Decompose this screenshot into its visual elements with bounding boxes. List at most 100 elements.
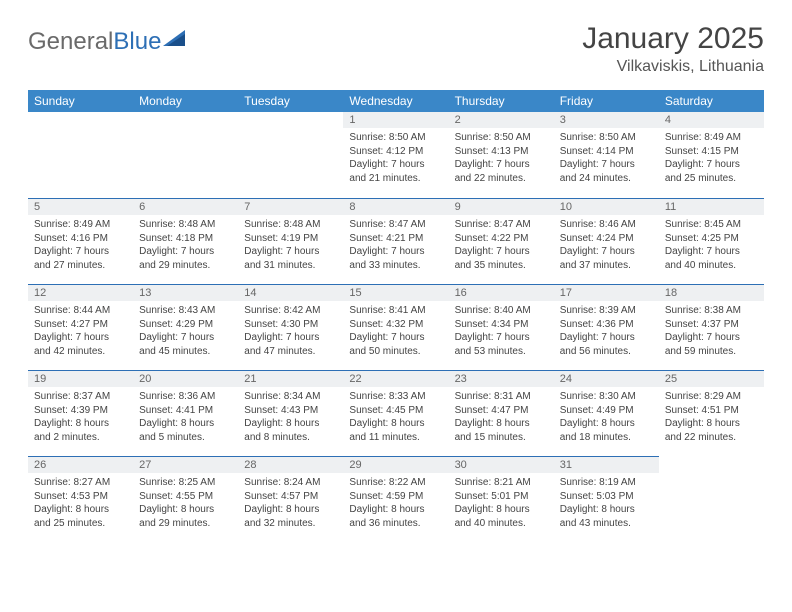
day-sunrise: Sunrise: 8:50 AM — [455, 131, 548, 145]
day-number: 27 — [133, 456, 238, 473]
day-sunrise: Sunrise: 8:25 AM — [139, 476, 232, 490]
brand-triangle-icon — [163, 28, 189, 53]
day-details: Sunrise: 8:43 AMSunset: 4:29 PMDaylight:… — [133, 301, 238, 360]
day-header: Tuesday — [238, 90, 343, 112]
day-number: 25 — [659, 370, 764, 387]
day-sunset: Sunset: 4:53 PM — [34, 490, 127, 504]
day-sunset: Sunset: 4:43 PM — [244, 404, 337, 418]
calendar-cell: 12Sunrise: 8:44 AMSunset: 4:27 PMDayligh… — [28, 284, 133, 370]
day-d1: Daylight: 7 hours — [34, 331, 127, 345]
day-d1: Daylight: 8 hours — [349, 417, 442, 431]
day-d2: and 25 minutes. — [665, 172, 758, 186]
day-details: Sunrise: 8:46 AMSunset: 4:24 PMDaylight:… — [554, 215, 659, 274]
day-sunset: Sunset: 4:37 PM — [665, 318, 758, 332]
day-number: 9 — [449, 198, 554, 215]
day-number: 28 — [238, 456, 343, 473]
calendar-cell: 10Sunrise: 8:46 AMSunset: 4:24 PMDayligh… — [554, 198, 659, 284]
day-sunrise: Sunrise: 8:48 AM — [244, 218, 337, 232]
day-sunset: Sunset: 4:36 PM — [560, 318, 653, 332]
calendar-cell: 29Sunrise: 8:22 AMSunset: 4:59 PMDayligh… — [343, 456, 448, 542]
day-sunrise: Sunrise: 8:27 AM — [34, 476, 127, 490]
day-sunrise: Sunrise: 8:45 AM — [665, 218, 758, 232]
day-d1: Daylight: 7 hours — [244, 331, 337, 345]
day-sunrise: Sunrise: 8:38 AM — [665, 304, 758, 318]
day-d1: Daylight: 7 hours — [139, 245, 232, 259]
day-d1: Daylight: 7 hours — [665, 245, 758, 259]
day-d2: and 43 minutes. — [560, 517, 653, 531]
day-header: Monday — [133, 90, 238, 112]
day-sunrise: Sunrise: 8:49 AM — [665, 131, 758, 145]
day-number: 1 — [343, 112, 448, 128]
day-details: Sunrise: 8:48 AMSunset: 4:18 PMDaylight:… — [133, 215, 238, 274]
day-d1: Daylight: 8 hours — [34, 417, 127, 431]
day-sunrise: Sunrise: 8:47 AM — [455, 218, 548, 232]
calendar-cell: 19Sunrise: 8:37 AMSunset: 4:39 PMDayligh… — [28, 370, 133, 456]
day-d2: and 59 minutes. — [665, 345, 758, 359]
day-details: Sunrise: 8:36 AMSunset: 4:41 PMDaylight:… — [133, 387, 238, 446]
day-sunset: Sunset: 4:41 PM — [139, 404, 232, 418]
calendar-week-row: 26Sunrise: 8:27 AMSunset: 4:53 PMDayligh… — [28, 456, 764, 542]
day-details: Sunrise: 8:40 AMSunset: 4:34 PMDaylight:… — [449, 301, 554, 360]
day-number: 21 — [238, 370, 343, 387]
day-number: 30 — [449, 456, 554, 473]
day-sunset: Sunset: 4:22 PM — [455, 232, 548, 246]
calendar-table: Sunday Monday Tuesday Wednesday Thursday… — [28, 90, 764, 542]
day-d2: and 24 minutes. — [560, 172, 653, 186]
day-details: Sunrise: 8:50 AMSunset: 4:12 PMDaylight:… — [343, 128, 448, 187]
day-sunrise: Sunrise: 8:41 AM — [349, 304, 442, 318]
day-d1: Daylight: 7 hours — [349, 331, 442, 345]
day-d2: and 47 minutes. — [244, 345, 337, 359]
day-d2: and 40 minutes. — [455, 517, 548, 531]
title-block: January 2025 Vilkaviskis, Lithuania — [582, 22, 764, 76]
day-sunrise: Sunrise: 8:22 AM — [349, 476, 442, 490]
day-number: 5 — [28, 198, 133, 215]
day-sunrise: Sunrise: 8:40 AM — [455, 304, 548, 318]
calendar-cell: 2Sunrise: 8:50 AMSunset: 4:13 PMDaylight… — [449, 112, 554, 198]
day-header: Friday — [554, 90, 659, 112]
calendar-cell: 24Sunrise: 8:30 AMSunset: 4:49 PMDayligh… — [554, 370, 659, 456]
day-d1: Daylight: 8 hours — [560, 503, 653, 517]
day-details: Sunrise: 8:50 AMSunset: 4:14 PMDaylight:… — [554, 128, 659, 187]
day-details: Sunrise: 8:33 AMSunset: 4:45 PMDaylight:… — [343, 387, 448, 446]
day-d1: Daylight: 7 hours — [455, 245, 548, 259]
day-sunset: Sunset: 4:21 PM — [349, 232, 442, 246]
calendar-cell: 16Sunrise: 8:40 AMSunset: 4:34 PMDayligh… — [449, 284, 554, 370]
day-sunset: Sunset: 4:47 PM — [455, 404, 548, 418]
day-d1: Daylight: 8 hours — [244, 417, 337, 431]
day-d1: Daylight: 7 hours — [139, 331, 232, 345]
day-d2: and 35 minutes. — [455, 259, 548, 273]
day-details: Sunrise: 8:48 AMSunset: 4:19 PMDaylight:… — [238, 215, 343, 274]
day-d2: and 27 minutes. — [34, 259, 127, 273]
calendar-cell: 13Sunrise: 8:43 AMSunset: 4:29 PMDayligh… — [133, 284, 238, 370]
day-d2: and 50 minutes. — [349, 345, 442, 359]
day-number: 7 — [238, 198, 343, 215]
day-details: Sunrise: 8:24 AMSunset: 4:57 PMDaylight:… — [238, 473, 343, 532]
day-details: Sunrise: 8:37 AMSunset: 4:39 PMDaylight:… — [28, 387, 133, 446]
calendar-cell: 25Sunrise: 8:29 AMSunset: 4:51 PMDayligh… — [659, 370, 764, 456]
day-header: Thursday — [449, 90, 554, 112]
day-details: Sunrise: 8:25 AMSunset: 4:55 PMDaylight:… — [133, 473, 238, 532]
month-title: January 2025 — [582, 22, 764, 56]
day-details: Sunrise: 8:47 AMSunset: 4:22 PMDaylight:… — [449, 215, 554, 274]
day-number: 8 — [343, 198, 448, 215]
calendar-cell: 21Sunrise: 8:34 AMSunset: 4:43 PMDayligh… — [238, 370, 343, 456]
day-d1: Daylight: 7 hours — [560, 331, 653, 345]
calendar-cell: 30Sunrise: 8:21 AMSunset: 5:01 PMDayligh… — [449, 456, 554, 542]
day-sunrise: Sunrise: 8:39 AM — [560, 304, 653, 318]
location-label: Vilkaviskis, Lithuania — [582, 58, 764, 76]
day-d2: and 40 minutes. — [665, 259, 758, 273]
calendar-cell — [238, 112, 343, 198]
calendar-cell: 7Sunrise: 8:48 AMSunset: 4:19 PMDaylight… — [238, 198, 343, 284]
day-sunrise: Sunrise: 8:31 AM — [455, 390, 548, 404]
day-d2: and 33 minutes. — [349, 259, 442, 273]
day-details: Sunrise: 8:34 AMSunset: 4:43 PMDaylight:… — [238, 387, 343, 446]
day-sunrise: Sunrise: 8:37 AM — [34, 390, 127, 404]
calendar-cell: 14Sunrise: 8:42 AMSunset: 4:30 PMDayligh… — [238, 284, 343, 370]
day-d1: Daylight: 7 hours — [349, 245, 442, 259]
calendar-cell: 15Sunrise: 8:41 AMSunset: 4:32 PMDayligh… — [343, 284, 448, 370]
day-d1: Daylight: 7 hours — [665, 158, 758, 172]
day-sunset: Sunset: 5:01 PM — [455, 490, 548, 504]
day-number: 4 — [659, 112, 764, 128]
day-d1: Daylight: 8 hours — [560, 417, 653, 431]
day-number: 17 — [554, 284, 659, 301]
